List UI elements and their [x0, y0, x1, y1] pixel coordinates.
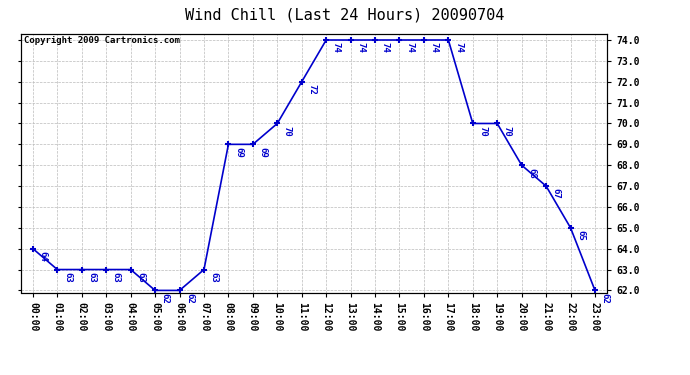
Text: 74: 74	[356, 42, 365, 53]
Text: 67: 67	[552, 189, 561, 199]
Text: 74: 74	[405, 42, 414, 53]
Text: Copyright 2009 Cartronics.com: Copyright 2009 Cartronics.com	[23, 36, 179, 45]
Text: 74: 74	[429, 42, 438, 53]
Text: 70: 70	[503, 126, 512, 136]
Text: 63: 63	[112, 272, 121, 283]
Text: 62: 62	[185, 293, 194, 303]
Text: 63: 63	[210, 272, 219, 283]
Text: 63: 63	[63, 272, 72, 283]
Text: 65: 65	[576, 230, 585, 241]
Text: 62: 62	[600, 293, 609, 303]
Text: Wind Chill (Last 24 Hours) 20090704: Wind Chill (Last 24 Hours) 20090704	[186, 8, 504, 22]
Text: 74: 74	[454, 42, 463, 53]
Text: 69: 69	[234, 147, 243, 158]
Text: 74: 74	[332, 42, 341, 53]
Text: 70: 70	[283, 126, 292, 136]
Text: 63: 63	[136, 272, 145, 283]
Text: 68: 68	[527, 168, 536, 178]
Text: 64: 64	[39, 251, 48, 262]
Text: 70: 70	[478, 126, 487, 136]
Text: 63: 63	[88, 272, 97, 283]
Text: 69: 69	[259, 147, 268, 158]
Text: 62: 62	[161, 293, 170, 303]
Text: 74: 74	[381, 42, 390, 53]
Text: 72: 72	[307, 84, 316, 95]
